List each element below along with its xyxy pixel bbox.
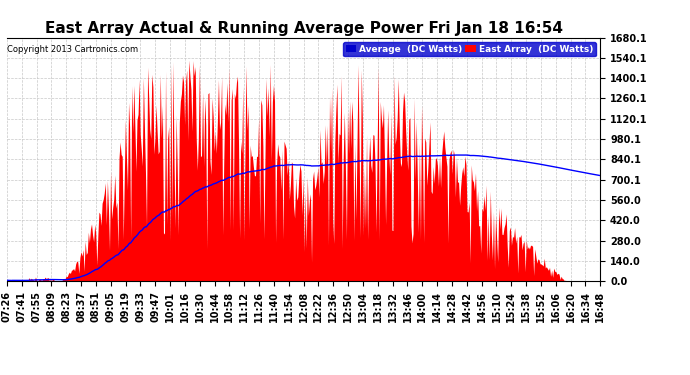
Title: East Array Actual & Running Average Power Fri Jan 18 16:54: East Array Actual & Running Average Powe… — [45, 21, 562, 36]
Text: Copyright 2013 Cartronics.com: Copyright 2013 Cartronics.com — [8, 45, 139, 54]
Legend: Average  (DC Watts), East Array  (DC Watts): Average (DC Watts), East Array (DC Watts… — [343, 42, 595, 56]
